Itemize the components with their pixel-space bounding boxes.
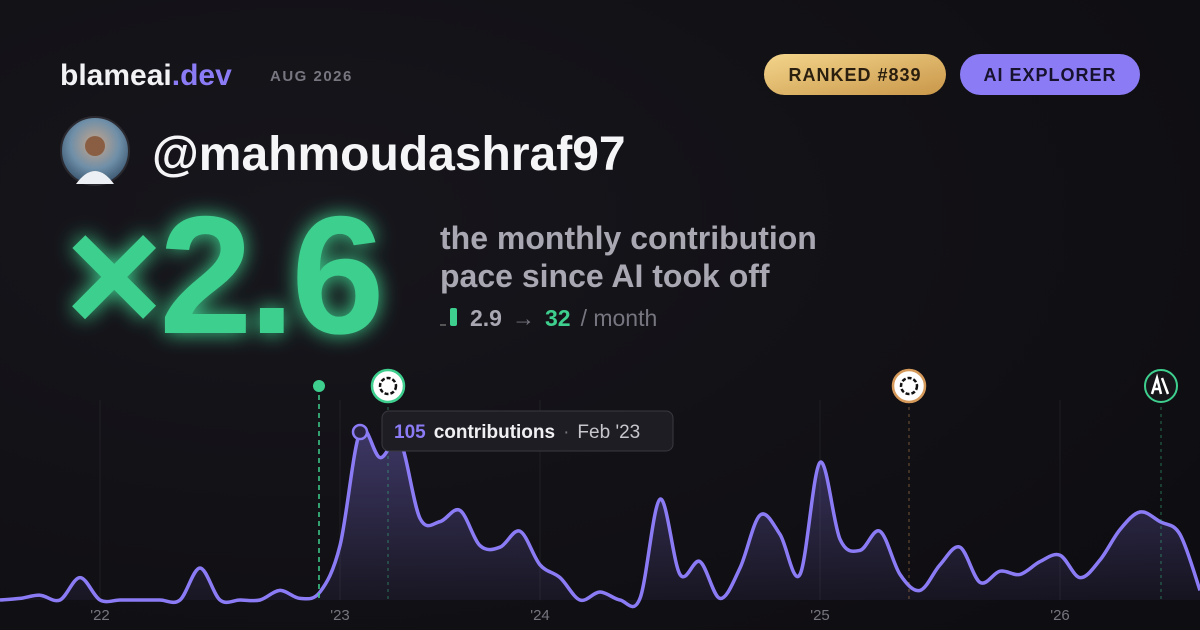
- caption-line: pace since AI took off: [440, 258, 770, 294]
- line: [0, 427, 1200, 609]
- event-icon: [1144, 369, 1178, 403]
- brand-tld: .dev: [172, 59, 232, 92]
- x-tick-label: '22: [90, 607, 110, 624]
- event-icon-glyph: [899, 376, 919, 396]
- x-tick-label: '26: [1050, 607, 1070, 624]
- event-icon: [891, 368, 927, 404]
- tooltip-text: 105 contributions · Feb '23: [394, 422, 640, 443]
- event-icon: [370, 368, 406, 404]
- brand: blameai.dev: [60, 59, 232, 92]
- pace-after: 32: [545, 305, 571, 331]
- pace-before: 2.9: [470, 305, 502, 331]
- x-tick-label: '25: [810, 607, 830, 624]
- area: [0, 428, 1200, 607]
- pace: 2.9 → 32 / month: [470, 305, 657, 331]
- highlight-point: [351, 423, 369, 441]
- x-tick-label: '23: [330, 607, 350, 624]
- caption-line: the monthly contribution: [440, 220, 817, 256]
- multiplier: ×2.6: [65, 181, 381, 369]
- pace-unit: / month: [581, 305, 658, 331]
- handle: @mahmoudashraf97: [152, 128, 626, 181]
- tooltip-unit: contributions: [434, 422, 555, 443]
- spark-icon-bar: [450, 308, 457, 326]
- rank-badge: [764, 54, 946, 95]
- event-dot: [313, 380, 325, 392]
- tooltip-value: 105: [394, 422, 426, 443]
- avatar-body: [76, 171, 114, 184]
- avatar-face: [85, 136, 105, 156]
- rank-text: RANKED #839: [788, 65, 921, 85]
- date: AUG 2026: [270, 68, 353, 85]
- brand-name: blameai: [60, 59, 172, 92]
- x-tick-label: '24: [530, 607, 550, 624]
- tooltip-sep: ·: [563, 422, 569, 443]
- event-icon-glyph: [378, 376, 398, 396]
- event-icon-glyph: [1150, 373, 1170, 395]
- tier-badge: [960, 54, 1140, 95]
- tier-text: AI EXPLORER: [983, 65, 1116, 85]
- tooltip-date: Feb '23: [577, 422, 640, 443]
- pace-arrow: →: [512, 305, 535, 331]
- tooltip: [381, 410, 674, 452]
